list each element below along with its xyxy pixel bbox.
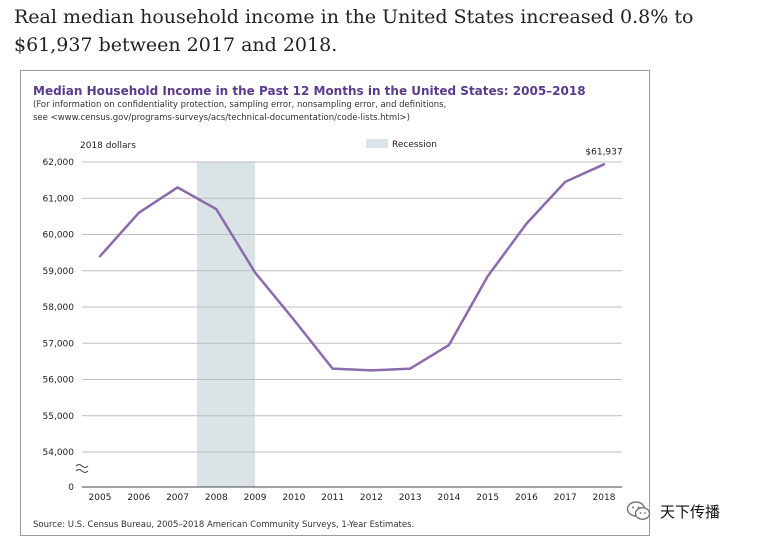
y-tick-label: 61,000 xyxy=(43,194,75,204)
watermark-text: 天下传播 xyxy=(660,502,721,521)
y-tick-label: 56,000 xyxy=(43,376,75,386)
y-tick-label: 54,000 xyxy=(43,448,75,458)
y-tick-label: 58,000 xyxy=(43,303,75,313)
value-annotation-2018: $61,937 xyxy=(585,147,622,157)
x-tick-label: 2008 xyxy=(205,493,228,503)
x-tick-label: 2017 xyxy=(554,493,577,503)
x-tick-label: 2005 xyxy=(89,493,112,503)
y-tick-label: 60,000 xyxy=(43,231,75,241)
axis-break-mark xyxy=(75,464,89,473)
chart-note-line1: (For information on confidentiality prot… xyxy=(33,100,447,110)
y-tick-label: 62,000 xyxy=(43,158,75,168)
chart-note-line2: see <www.census.gov/programs-surveys/acs… xyxy=(33,113,410,123)
watermark: 天下传播 xyxy=(626,500,720,522)
x-tick-label: 2013 xyxy=(399,493,422,503)
chart-source: Source: U.S. Census Bureau, 2005–2018 Am… xyxy=(33,520,415,530)
x-tick-label: 2007 xyxy=(166,493,189,503)
x-tick-label: 2006 xyxy=(127,493,150,503)
y-tick-label-zero: 0 xyxy=(68,483,74,493)
chart-title: Median Household Income in the Past 12 M… xyxy=(33,84,586,98)
recession-band xyxy=(196,162,256,487)
x-tick-label: 2012 xyxy=(360,493,383,503)
y-tick-label: 55,000 xyxy=(43,412,75,422)
y-tick-label: 59,000 xyxy=(43,267,75,277)
chart-panel xyxy=(20,70,650,536)
series-line-median-income xyxy=(98,163,606,372)
x-tick-label: 2010 xyxy=(282,493,305,503)
x-tick-label: 2009 xyxy=(244,493,267,503)
x-tick-label: 2018 xyxy=(593,493,616,503)
wechat-icon xyxy=(626,501,651,521)
legend-label-recession: Recession xyxy=(392,140,437,150)
y-axis-label: 2018 dollars xyxy=(80,141,136,151)
x-tick-label: 2015 xyxy=(476,493,499,503)
legend-swatch-recession xyxy=(366,139,388,148)
x-tick-label: 2014 xyxy=(437,493,460,503)
y-tick-label: 57,000 xyxy=(43,339,75,349)
x-tick-label: 2016 xyxy=(515,493,538,503)
x-tick-label: 2011 xyxy=(321,493,344,503)
headline: Real median household income in the Unit… xyxy=(14,6,694,56)
